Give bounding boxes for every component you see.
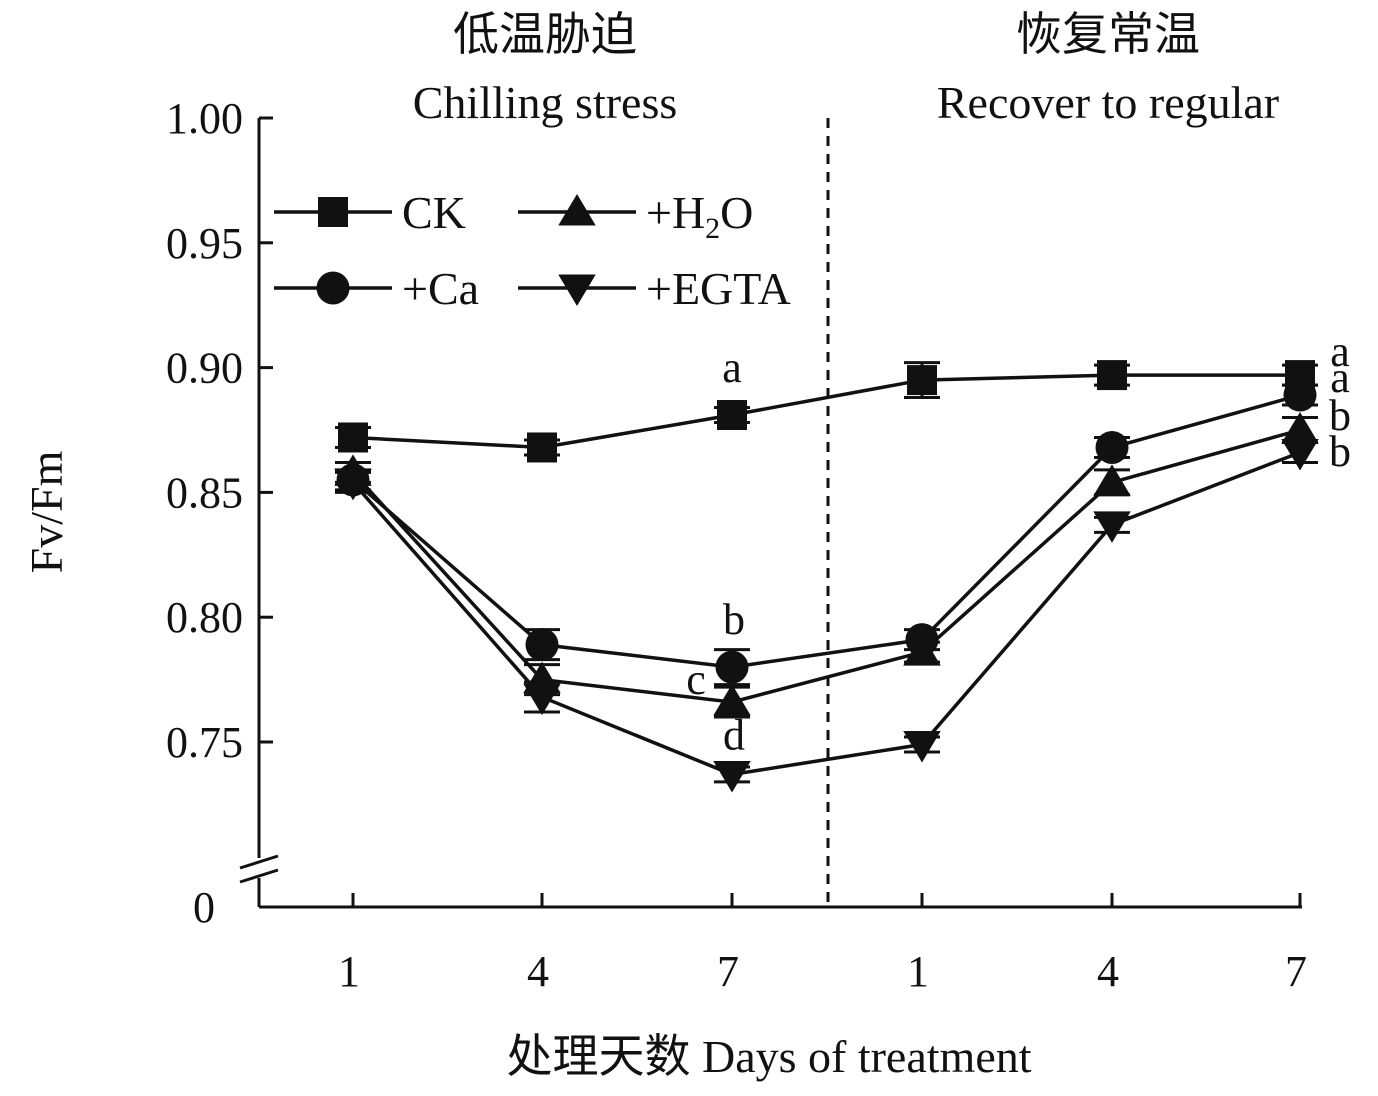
series-ho xyxy=(334,412,1319,719)
phase-title-en-recover: Recover to regular xyxy=(937,77,1279,128)
legend-item-egta: +EGTA xyxy=(518,263,791,314)
significance-label: b xyxy=(723,595,745,644)
data-point xyxy=(903,730,941,763)
data-point xyxy=(713,760,751,793)
data-point xyxy=(1281,438,1319,471)
legend-label: +H2O xyxy=(646,187,753,245)
significance-label: a xyxy=(1330,327,1350,376)
series-egta xyxy=(334,438,1319,793)
y-axis-break-mark xyxy=(239,868,279,884)
legend-label: +Ca xyxy=(402,263,479,314)
data-point xyxy=(334,468,372,501)
phase-labels: 低温胁迫 Chilling stress 恢复常温 Recover to reg… xyxy=(413,9,1279,128)
y-tick-label: 0.80 xyxy=(166,593,243,642)
legend-item-ck: CK xyxy=(274,187,466,238)
y-tick-label: 0.95 xyxy=(166,219,243,268)
legend-marker xyxy=(558,194,596,226)
x-tick-label: 7 xyxy=(717,947,739,996)
significance-label: a xyxy=(722,343,742,392)
series-line xyxy=(351,393,1301,669)
legend-item-ca: +Ca xyxy=(274,263,479,314)
data-point xyxy=(907,365,937,396)
data-point xyxy=(715,650,749,684)
series-ca xyxy=(335,378,1318,687)
legend-label: CK xyxy=(402,187,466,238)
significance-label: c xyxy=(686,655,706,704)
legend-marker xyxy=(316,271,350,305)
y-tick-label: 0 xyxy=(193,883,215,932)
legend-label: +EGTA xyxy=(646,263,791,314)
data-point xyxy=(717,400,747,431)
y-axis-break-mark xyxy=(239,854,279,870)
legend-item-ho: +H2O xyxy=(518,187,753,245)
phase-title-en-chilling: Chilling stress xyxy=(413,77,678,128)
x-tick-label: 4 xyxy=(1097,947,1119,996)
significance-label: b xyxy=(1329,391,1351,440)
significance-label: a xyxy=(1330,353,1350,402)
data-point xyxy=(523,683,561,716)
x-tick-label: 1 xyxy=(338,947,360,996)
data-point xyxy=(1097,360,1127,391)
series-line xyxy=(352,373,1300,450)
significance-label: d xyxy=(723,710,745,759)
y-tick-label: 0.85 xyxy=(166,468,243,517)
x-tick-label: 1 xyxy=(907,947,929,996)
phase-title-cn-chilling: 低温胁迫 xyxy=(453,9,637,60)
y-axis-title: Fv/Fm xyxy=(21,450,72,573)
legend-marker xyxy=(318,197,348,227)
data-point xyxy=(527,432,557,463)
y-tick-label: 0.90 xyxy=(166,344,243,393)
data-point xyxy=(713,684,751,716)
x-tick-label: 7 xyxy=(1285,947,1307,996)
axes: 1.00 0.95 0.90 0.85 0.80 0.75 0 1 4 7 1 4 7 xyxy=(166,94,1307,996)
data-point xyxy=(903,634,941,666)
significance-label: b xyxy=(1329,427,1351,476)
data-point xyxy=(1283,378,1317,412)
x-axis-title: 处理天数 Days of treatment xyxy=(506,1031,1031,1082)
legend-marker xyxy=(558,274,596,306)
data-point xyxy=(1093,464,1131,496)
series-layer xyxy=(334,360,1319,793)
data-point xyxy=(525,628,559,662)
y-tick-label: 1.00 xyxy=(166,94,243,143)
data-point xyxy=(1281,412,1319,444)
legend: CK +H2O +Ca +EGTA xyxy=(274,187,791,314)
x-tick-label: 4 xyxy=(527,947,549,996)
data-point xyxy=(1093,511,1131,543)
data-point xyxy=(338,422,368,453)
y-tick-label: 0.75 xyxy=(166,718,243,767)
phase-title-cn-recover: 恢复常温 xyxy=(1016,9,1200,60)
data-point xyxy=(1095,430,1129,464)
series-line xyxy=(351,450,1301,777)
series-line xyxy=(351,428,1301,704)
